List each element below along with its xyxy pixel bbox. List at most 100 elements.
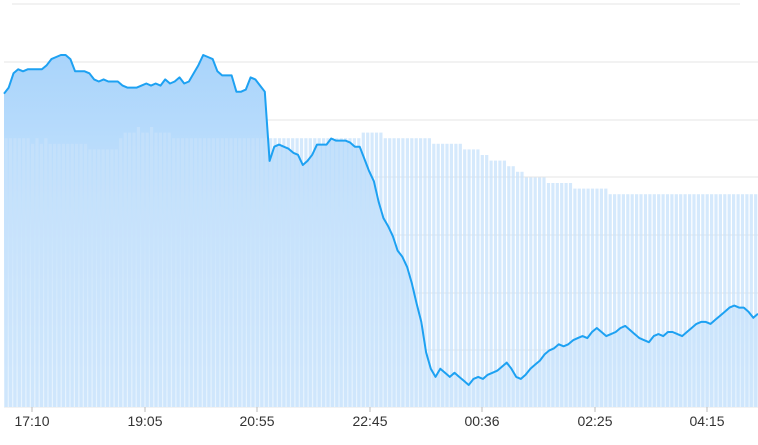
volume-bar [652,194,656,407]
x-tick-label: 19:05 [127,413,162,429]
volume-bar [396,138,401,407]
volume-bar [44,138,48,407]
volume-bar [577,188,581,407]
volume-bar [635,194,639,407]
volume-bar [299,138,304,407]
volume-bar [423,138,427,407]
volume-bar [480,155,484,407]
volume-bar [740,194,745,407]
volume-bar [202,138,207,407]
volume-bar [242,138,246,407]
price-line [3,54,758,386]
volume-bar [436,143,440,408]
volume-bar [233,138,237,407]
volume-bar [185,138,189,407]
volume-bar [110,149,114,407]
volume-bar [657,194,661,407]
volume-bar [542,177,546,407]
volume-bar [467,149,471,407]
volume-bar [392,138,396,407]
volume-bar [8,138,13,407]
volume-bar [445,143,449,408]
volume-bar [57,143,61,408]
volume-bar [79,143,83,408]
volume-bar [92,149,96,407]
volume-bar [35,138,39,407]
volume-bar [688,194,692,407]
volume-bar [590,188,595,407]
volume-bar [449,143,453,408]
volume-bar [533,177,537,407]
volume-bar [502,160,506,407]
volume-bar [158,132,162,407]
volume-bar [604,188,608,407]
x-tick-label: 00:36 [464,413,499,429]
volume-bar [326,138,330,407]
volume-bar [476,149,480,407]
volume-bar [383,138,387,407]
volume-bar [83,143,88,408]
volume-bar [568,183,573,407]
volume-bar [679,194,683,407]
x-tick-label: 22:45 [352,413,387,429]
volume-bar [388,138,392,407]
volume-bar [520,171,524,407]
volume-bar [172,138,176,407]
volume-bar [674,194,678,407]
volume-bar [489,160,493,407]
volume-bar [216,138,220,407]
volume-bar [260,138,264,407]
volume-bar [229,138,233,407]
volume-bar [75,143,79,408]
volume-bar [308,138,312,407]
volume-bar [599,188,603,407]
volume-bar [471,149,476,407]
volume-bar [524,177,528,407]
volume-bar [463,149,467,407]
volume-bar [220,138,224,407]
volume-bar [458,143,462,408]
volume-bar [710,194,714,407]
volume-bar [255,138,259,407]
x-tick-label: 02:25 [577,413,612,429]
volume-bar [683,194,687,407]
volume-bar [136,127,140,407]
volume-bar [176,138,180,407]
volume-bar [317,138,321,407]
volume-bar [348,138,352,407]
volume-bar [304,138,308,407]
volume-bar [167,132,171,407]
volume-bar [374,132,379,407]
volume-bar [180,138,185,407]
volume-bar [339,138,343,407]
volume-bar [22,138,26,407]
volume-bar [273,138,277,407]
volume-bar [564,183,568,407]
volume-bar [132,132,136,407]
volume-bar [630,194,634,407]
volume-bar [189,138,193,407]
volume-bar [696,194,700,407]
volume-bar [194,138,198,407]
volume-bar [53,143,57,408]
volume-bar [582,188,586,407]
volume-bar [211,138,215,407]
volume-bar [727,194,731,407]
volume-bar [551,183,555,407]
volume-bar [61,143,65,408]
volume-bar [516,171,520,407]
volume-bar [414,138,418,407]
volume-bar [427,138,431,407]
volume-bar [105,149,110,407]
x-tick-label: 04:15 [689,413,724,429]
volume-bar [366,132,370,407]
volume-bar [432,143,436,408]
volume-bar [714,194,718,407]
volume-bar [643,194,648,407]
volume-bar [163,132,167,407]
volume-bar [419,138,423,407]
volume-bar [150,127,154,407]
volume-bar [613,194,617,407]
x-axis-ticks: 17:10 19:05 20:55 22:45 00:36 02:25 04:15 [14,407,725,429]
